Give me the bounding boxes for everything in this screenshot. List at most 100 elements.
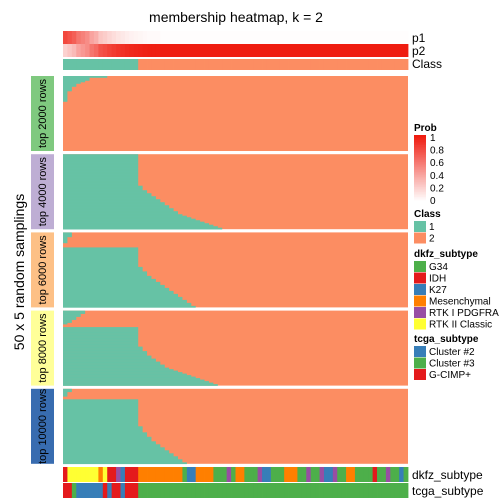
p1-cell: [275, 31, 281, 44]
class-track-cell: [178, 59, 183, 70]
class-legend-title: Class: [414, 209, 441, 220]
heatmap-row-class1: [63, 95, 68, 98]
prob-gradient-step: [414, 160, 426, 163]
p1-cell: [315, 31, 320, 44]
dkfz_subtype-cell: [394, 467, 400, 482]
class-track-cell: [102, 59, 108, 70]
heatmap-row-class1: [63, 233, 72, 236]
heatmap-row-class1: [63, 253, 139, 256]
heatmap-row-class1: [63, 211, 178, 213]
heatmap-row-class1: [63, 375, 192, 377]
heatmap-row-class1: [63, 100, 68, 102]
p1-cell: [239, 31, 245, 44]
class-track-cell: [80, 59, 86, 70]
dkfz_subtype-cell: [89, 467, 95, 482]
heatmap-row-class1: [63, 194, 152, 197]
heatmap-row-class1: [63, 157, 139, 159]
class-track-cell: [164, 59, 170, 70]
class-track-cell: [279, 59, 285, 70]
dkfz_subtype-cell: [98, 467, 104, 482]
p1-cell: [385, 31, 391, 44]
p2-cell: [266, 44, 272, 57]
p1-cell: [390, 31, 396, 44]
p2-cell: [93, 44, 99, 57]
heatmap-row-class1: [63, 348, 143, 350]
heatmap-row-class1: [63, 190, 148, 192]
heatmap-row-class1: [63, 393, 68, 396]
heatmap-row-class1: [63, 176, 139, 179]
class-track-cell: [129, 59, 135, 70]
heatmap-row-class1: [63, 364, 165, 367]
prob-gradient-step: [414, 138, 426, 141]
prob-gradient-step: [414, 146, 426, 149]
heatmap-row-class1: [63, 188, 143, 191]
prob-gradient-step: [414, 193, 426, 196]
heatmap-row-class1: [63, 427, 143, 430]
p1-cell: [301, 31, 307, 44]
p2-cell: [385, 44, 391, 57]
p2-cell: [200, 44, 205, 57]
p1-cell: [111, 31, 117, 44]
p2-cell: [129, 44, 135, 57]
tcga_subtype-cell: [288, 483, 294, 498]
p1-cell: [359, 31, 365, 44]
dkfz-legend-label: Mesenchymal: [429, 297, 491, 308]
heatmap-row-class1: [63, 457, 178, 460]
tcga_subtype-cell: [102, 483, 108, 498]
p1-cell: [129, 31, 135, 44]
heatmap-row-class1: [63, 212, 178, 215]
heatmap-row-class1: [63, 289, 170, 292]
prob-gradient-step: [414, 185, 426, 188]
class-track-cell: [248, 59, 254, 70]
heatmap-row-class1: [63, 409, 139, 412]
p2-cell: [67, 44, 73, 57]
dkfz_subtype-cell: [191, 467, 197, 482]
tcga_subtype-cell: [394, 483, 400, 498]
dkfz_subtype-cell: [204, 467, 210, 482]
p1-cell: [186, 31, 192, 44]
tcga_subtype-cell: [399, 483, 404, 498]
tcga_subtype-cell: [332, 483, 338, 498]
heatmap-row-class1: [63, 357, 152, 359]
class-track-cell: [217, 59, 223, 70]
p1-cell: [266, 31, 272, 44]
heatmap-row-class1: [63, 184, 139, 186]
heatmap-row-class1: [63, 155, 139, 158]
prob-legend-tick: 0.2: [430, 183, 444, 194]
p2-cell: [239, 44, 245, 57]
p2-cell: [390, 44, 396, 57]
heatmap-row-class1: [63, 412, 139, 415]
p1-cell: [155, 31, 161, 44]
p1-cell: [76, 31, 82, 44]
heatmap-row-class1: [63, 86, 72, 89]
p1-cell: [381, 31, 387, 44]
tcga_subtype-cell: [403, 483, 409, 498]
p1-cell: [346, 31, 351, 44]
class-track-cell: [354, 59, 360, 70]
class-track-cell: [270, 59, 276, 70]
p2-cell: [341, 44, 347, 57]
heatmap-row-class1: [63, 372, 183, 374]
heatmap-row-class1: [63, 313, 81, 316]
heatmap-row-class1: [63, 360, 156, 362]
prob-gradient-step: [414, 148, 426, 151]
tcga_subtype-cell: [169, 483, 174, 498]
heatmap-row-class1: [63, 199, 161, 201]
bottom-annotation-tracks: dkfz_subtype tcga_subtype: [63, 467, 484, 498]
class-track-cell: [394, 59, 400, 70]
prob-legend-tick: 1: [430, 133, 436, 144]
p2-cell: [337, 44, 343, 57]
tcga_subtype-cell: [85, 483, 90, 498]
class-track-cell: [173, 59, 179, 70]
tcga_subtype-cell: [208, 483, 214, 498]
dkfz_subtype-cell: [306, 467, 312, 482]
heatmap-row-class1: [63, 363, 161, 365]
tcga_subtype-cell: [257, 483, 263, 498]
dkfz_subtype-cell: [350, 467, 356, 482]
p2-cell: [279, 44, 285, 57]
p2-cell: [248, 44, 254, 57]
class-track-cell: [403, 59, 409, 70]
tcga_subtype-cell: [173, 483, 179, 498]
heatmap-row-class1: [63, 406, 139, 409]
